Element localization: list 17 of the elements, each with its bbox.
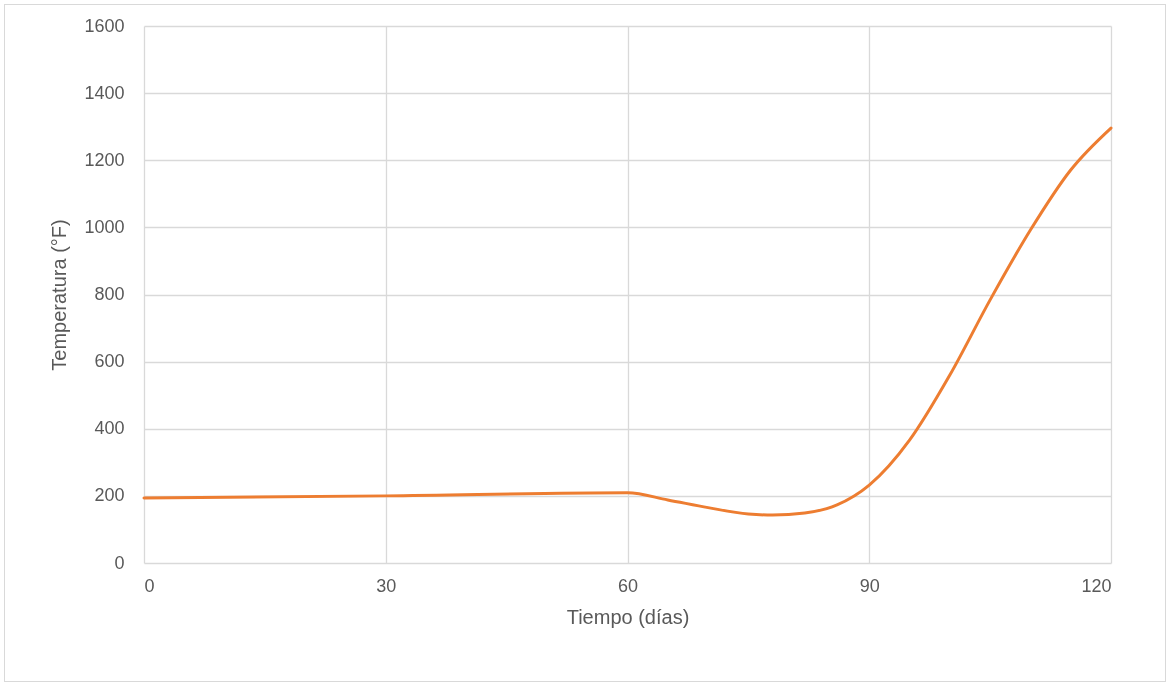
y-tick-label: 1400 xyxy=(84,82,125,103)
y-tick-label: 1200 xyxy=(84,149,125,170)
y-tick-label: 200 xyxy=(94,485,125,506)
x-tick-label: 120 xyxy=(1081,575,1112,596)
y-tick-label: 1600 xyxy=(84,15,125,36)
y-tick-label: 800 xyxy=(94,284,125,304)
y-tick-label: 0 xyxy=(114,552,125,573)
y-tick-label: 1000 xyxy=(84,216,125,237)
x-tick-label: 30 xyxy=(376,575,397,596)
y-axis-title: Temperatura (°F) xyxy=(48,219,71,371)
x-tick-label: 60 xyxy=(617,575,639,596)
line-series xyxy=(142,126,1113,517)
x-axis-title: Tiempo (días) xyxy=(566,605,690,628)
y-tick-label: 400 xyxy=(94,418,125,439)
y-tick-label: 600 xyxy=(94,351,125,372)
x-tick-label: 0 xyxy=(144,575,155,596)
x-tick-label: 90 xyxy=(859,575,880,596)
